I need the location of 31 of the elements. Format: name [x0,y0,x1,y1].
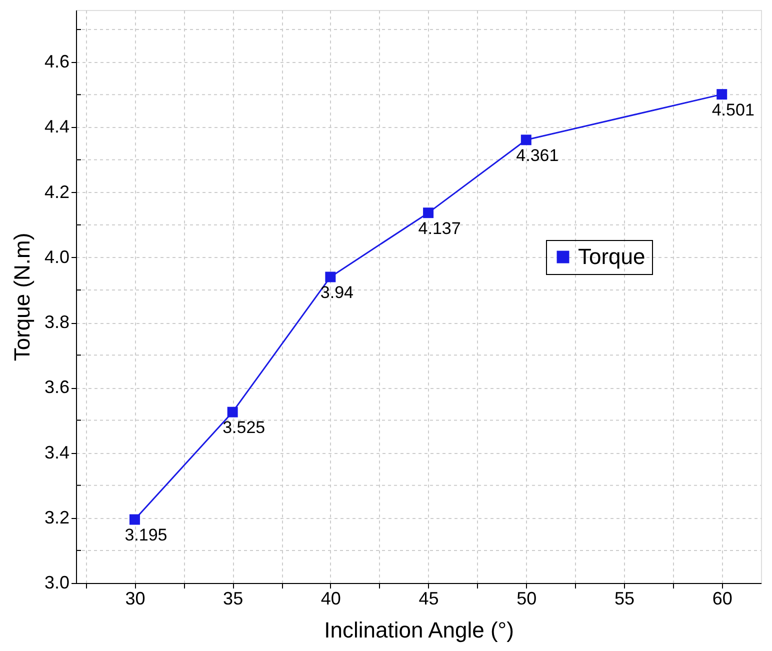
y-tick-label: 3.6 [44,377,70,398]
data-label: 4.137 [418,218,461,238]
point [129,514,140,525]
data-label: 3.94 [320,282,354,302]
x-tick-label: 60 [712,588,732,608]
point [227,406,238,418]
y-tick-label: 3.0 [44,572,70,592]
x-tick-label: 45 [418,588,439,608]
y-tick-label: 4.6 [44,52,70,72]
data-label: 3.525 [222,418,266,438]
y-tick-label: 4.4 [44,116,70,137]
legend-label: Torque [578,244,646,269]
data-label: 4.361 [516,146,559,165]
x-tick-label: 35 [223,588,244,608]
data-label: 4.501 [712,100,754,120]
x-axis-title: Inclination Angle (°) [324,618,514,642]
point [325,272,336,282]
point [423,208,434,218]
point [520,134,532,146]
data-label: 3.195 [124,526,168,545]
x-tick-label: 50 [516,588,537,608]
y-tick-label: 3.2 [44,507,70,528]
y-tick-label: 3.4 [44,442,70,462]
y-tick-label: 3.8 [44,312,70,332]
x-tick-label: 40 [320,588,341,608]
x-tick-label: 30 [125,588,146,608]
y-tick-label: 4.2 [44,182,70,202]
y-axis-title: Torque (N.m) [9,232,34,362]
x-tick-label: 55 [614,588,635,608]
point [716,89,728,100]
y-tick-label: 4.0 [44,246,70,267]
